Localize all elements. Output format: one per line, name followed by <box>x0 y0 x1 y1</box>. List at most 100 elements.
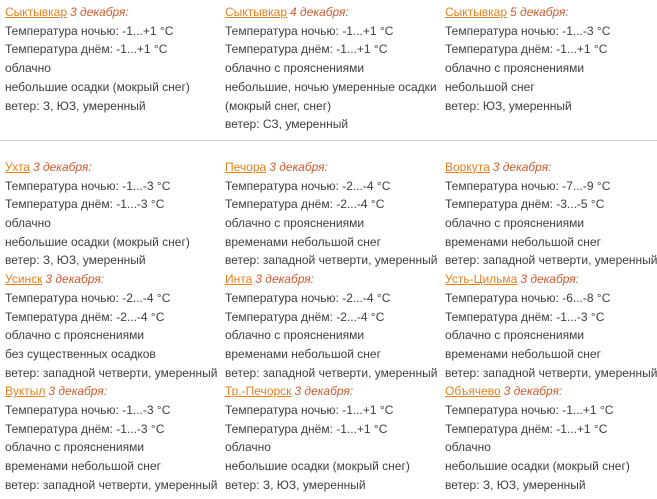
temp-day-line: Температура днём: -1...+1 °C <box>225 421 388 436</box>
temp-night-line: Температура ночью: -2...-4 °C <box>225 290 391 305</box>
temp-night-line: Температура ночью: -1...+1 °C <box>445 403 614 418</box>
city-link[interactable]: Сыктывкар <box>445 5 508 19</box>
city-link[interactable]: Тр.-Печорск <box>225 384 292 399</box>
forecast-block-ukhta: Ухта 3 декабря: Температура ночью: -1...-… <box>5 158 225 270</box>
section-divider <box>0 139 657 141</box>
forecast-section-regions: Ухта 3 декабря: Температура ночью: -1...-… <box>5 158 657 495</box>
forecast-header: Тр.-Печорск 3 декабря: <box>225 382 445 401</box>
temp-night-line: Температура ночью: -1...+1 °C <box>225 403 394 418</box>
precipitation-line: временами небольшой снег <box>225 346 381 361</box>
temp-day-line: Температура днём: -2...-4 °C <box>5 309 165 324</box>
forecast-date: 5 декабря: <box>510 5 569 19</box>
cloudiness-line: облачно <box>445 440 491 455</box>
temp-night-line: Температура ночью: -1...-3 °C <box>5 178 171 193</box>
forecast-block-vuktyl: Вуктыл 3 декабря: Температура ночью: -1..… <box>5 382 225 494</box>
precipitation-line: небольшой снег <box>445 79 535 94</box>
cloudiness-line: облачно с прояснениями <box>445 328 585 343</box>
forecast-header: Инта 3 декабря: <box>225 270 445 289</box>
temp-day-line: Температура днём: -2...-4 °C <box>225 197 385 212</box>
city-link[interactable]: Сыктывкар <box>225 5 288 19</box>
wind-line: ветер: ЮЗ, умеренный <box>445 98 572 113</box>
temp-night-line: Температура ночью: -1...-3 °C <box>5 403 171 418</box>
forecast-block-vorkuta: Воркута 3 декабря: Температура ночью: -7.… <box>445 158 657 270</box>
wind-line: ветер: западной четверти, умеренный <box>5 477 218 492</box>
forecast-section-syktyvkar: Сыктывкар 3 декабря: Температура ночью: -… <box>5 3 657 134</box>
forecast-block-usinsk: Усинск 3 декабря: Температура ночью: -2..… <box>5 270 225 382</box>
forecast-block-obyachevo: Объячево 3 декабря: Температура ночью: -1… <box>445 382 657 494</box>
city-link[interactable]: Воркута <box>445 159 490 174</box>
temp-day-line: Температура днём: -1...+1 °C <box>225 42 388 57</box>
wind-line: ветер: западной четверти, умеренный <box>225 365 438 380</box>
forecast-header: Сыктывкар 5 декабря: <box>445 3 657 22</box>
cloudiness-line: облачно с прояснениями <box>225 216 365 231</box>
precipitation-line-2: (мокрый снег, снег) <box>225 98 332 113</box>
city-link[interactable]: Усть-Цильма <box>445 272 518 287</box>
temp-night-line: Температура ночью: -6...-8 °C <box>445 290 611 305</box>
city-link[interactable]: Ухта <box>5 159 30 174</box>
forecast-header: Усинск 3 декабря: <box>5 270 225 289</box>
forecast-date: 3 декабря: <box>32 159 92 174</box>
cloudiness-line: облачно <box>225 440 271 455</box>
forecast-header: Ухта 3 декабря: <box>5 158 225 177</box>
precipitation-line: небольшие осадки (мокрый снег) <box>5 234 190 249</box>
forecast-header: Усть-Цильма 3 декабря: <box>445 270 657 289</box>
cloudiness-line: облачно с прояснениями <box>445 216 585 231</box>
cloudiness-line: облачно с прояснениями <box>5 328 145 343</box>
wind-line: ветер: З, ЮЗ, умеренный <box>5 98 146 113</box>
forecast-block-syktyvkar-5dec: Сыктывкар 5 декабря: Температура ночью: -… <box>445 3 657 134</box>
wind-line: ветер: западной четверти, умеренный <box>445 365 657 380</box>
cloudiness-line: облачно с прояснениями <box>5 440 145 455</box>
cloudiness-line: облачно с прояснениями <box>445 61 585 76</box>
city-link[interactable]: Вуктыл <box>5 384 46 399</box>
forecast-header: Вуктыл 3 декабря: <box>5 382 225 401</box>
forecast-date: 3 декабря: <box>70 5 129 19</box>
city-link[interactable]: Объячево <box>445 384 501 399</box>
forecast-date: 3 декабря: <box>269 159 328 174</box>
wind-line: ветер: З, ЮЗ, умеренный <box>5 253 146 268</box>
forecast-date: 3 декабря: <box>45 272 105 287</box>
temp-day-line: Температура днём: -1...+1 °C <box>5 42 168 57</box>
forecast-block-ust-tsilma: Усть-Цильма 3 декабря: Температура ночью:… <box>445 270 657 382</box>
precipitation-line: временами небольшой снег <box>225 234 381 249</box>
wind-line: ветер: западной четверти, умеренный <box>5 365 218 380</box>
temp-day-line: Температура днём: -1...-3 °C <box>445 309 605 324</box>
cloudiness-line: облачно с прояснениями <box>225 328 365 343</box>
forecast-date: 3 декабря: <box>520 272 580 287</box>
precipitation-line: небольшие, ночью умеренные осадки <box>225 79 437 94</box>
city-link[interactable]: Усинск <box>5 272 43 287</box>
forecast-date: 4 декабря: <box>290 5 349 19</box>
temp-night-line: Температура ночью: -1...+1 °C <box>5 23 174 38</box>
forecast-header: Печора 3 декабря: <box>225 158 445 177</box>
forecast-header: Объячево 3 декабря: <box>445 382 657 401</box>
precipitation-line: без существенных осадков <box>5 346 156 361</box>
temp-day-line: Температура днём: -2...-4 °C <box>225 309 385 324</box>
city-link[interactable]: Печора <box>225 159 267 174</box>
wind-line: ветер: З, ЮЗ, умеренный <box>445 477 586 492</box>
forecast-header: Воркута 3 декабря: <box>445 158 657 177</box>
temp-day-line: Температура днём: -1...+1 °C <box>445 42 608 57</box>
precipitation-line: небольшие осадки (мокрый снег) <box>225 459 410 474</box>
forecast-date: 3 декабря: <box>492 159 552 174</box>
forecast-date: 3 декабря: <box>255 272 314 287</box>
forecast-block-syktyvkar-3dec: Сыктывкар 3 декабря: Температура ночью: -… <box>5 3 225 134</box>
city-link[interactable]: Сыктывкар <box>5 5 68 19</box>
forecast-header: Сыктывкар 3 декабря: <box>5 3 225 22</box>
temp-day-line: Температура днём: -3...-5 °C <box>445 197 605 212</box>
temp-day-line: Температура днём: -1...-3 °C <box>5 421 165 436</box>
temp-night-line: Температура ночью: -2...-4 °C <box>5 290 171 305</box>
precipitation-line: небольшие осадки (мокрый снег) <box>5 79 190 94</box>
forecast-date: 3 декабря: <box>48 384 108 399</box>
temp-day-line: Температура днём: -1...-3 °C <box>5 197 165 212</box>
temp-night-line: Температура ночью: -1...-3 °C <box>445 23 611 38</box>
forecast-block-syktyvkar-4dec: Сыктывкар 4 декабря: Температура ночью: -… <box>225 3 445 134</box>
temp-night-line: Температура ночью: -1...+1 °C <box>225 23 394 38</box>
city-link[interactable]: Инта <box>225 272 253 287</box>
precipitation-line: небольшие осадки (мокрый снег) <box>445 459 630 474</box>
precipitation-line: временами небольшой снег <box>5 459 161 474</box>
cloudiness-line: облачно с прояснениями <box>225 61 365 76</box>
wind-line: ветер: СЗ, умеренный <box>225 117 349 132</box>
forecast-date: 3 декабря: <box>294 384 354 399</box>
forecast-block-inta: Инта 3 декабря: Температура ночью: -2...-… <box>225 270 445 382</box>
wind-line: ветер: западной четверти, умеренный <box>225 253 438 268</box>
precipitation-line: временами небольшой снег <box>445 234 601 249</box>
